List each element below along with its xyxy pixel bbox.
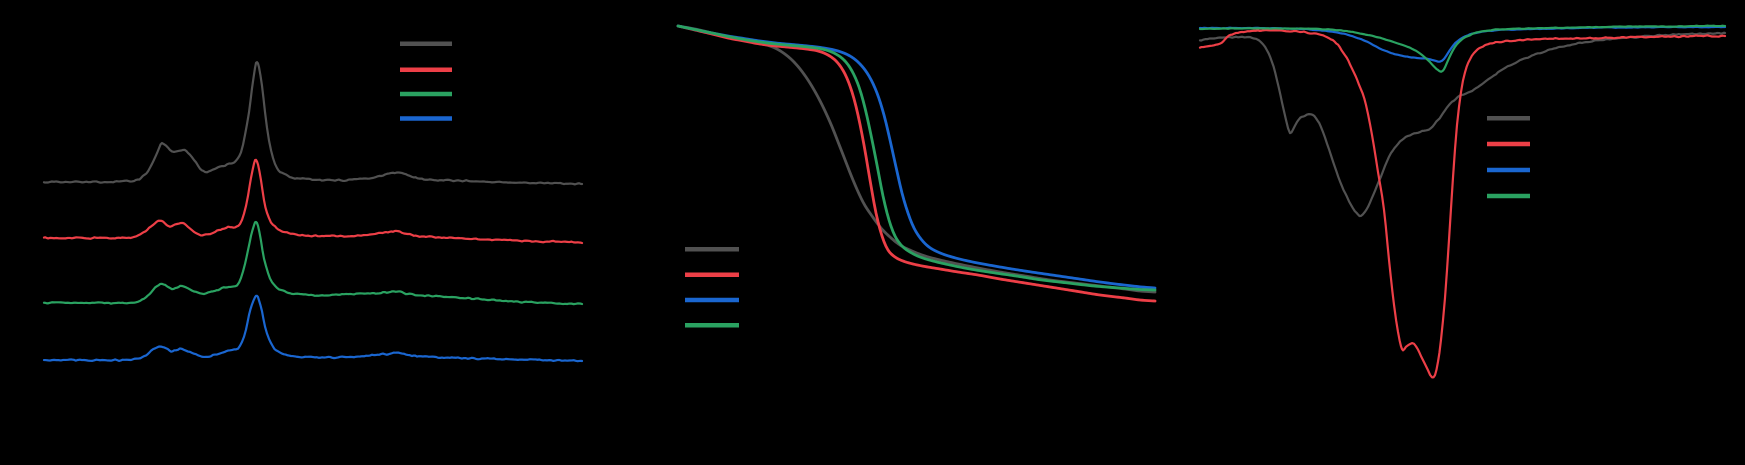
right-panel-negative-peaks xyxy=(1198,24,1727,379)
middle-panel-decay-curves-legend xyxy=(685,247,739,328)
series-blue-curve xyxy=(1198,25,1727,63)
series-blue-curve xyxy=(676,24,1157,290)
left-panel-stacked-spectra-legend xyxy=(400,41,452,121)
middle-panel-decay-curves xyxy=(676,24,1157,328)
right-panel-negative-peaks-legend xyxy=(1487,116,1530,199)
series-green-curve xyxy=(42,220,584,306)
series-gray-curve xyxy=(676,24,1157,294)
series-green-curve xyxy=(676,24,1157,292)
series-gray-curve xyxy=(42,61,584,186)
series-red-curve xyxy=(1198,28,1727,379)
series-blue-curve xyxy=(42,294,584,363)
series-gray-curve xyxy=(1198,31,1727,218)
series-green-curve xyxy=(1198,24,1727,73)
series-red-curve xyxy=(676,24,1157,303)
series-red-curve xyxy=(42,158,584,245)
left-panel-stacked-spectra xyxy=(42,41,584,363)
